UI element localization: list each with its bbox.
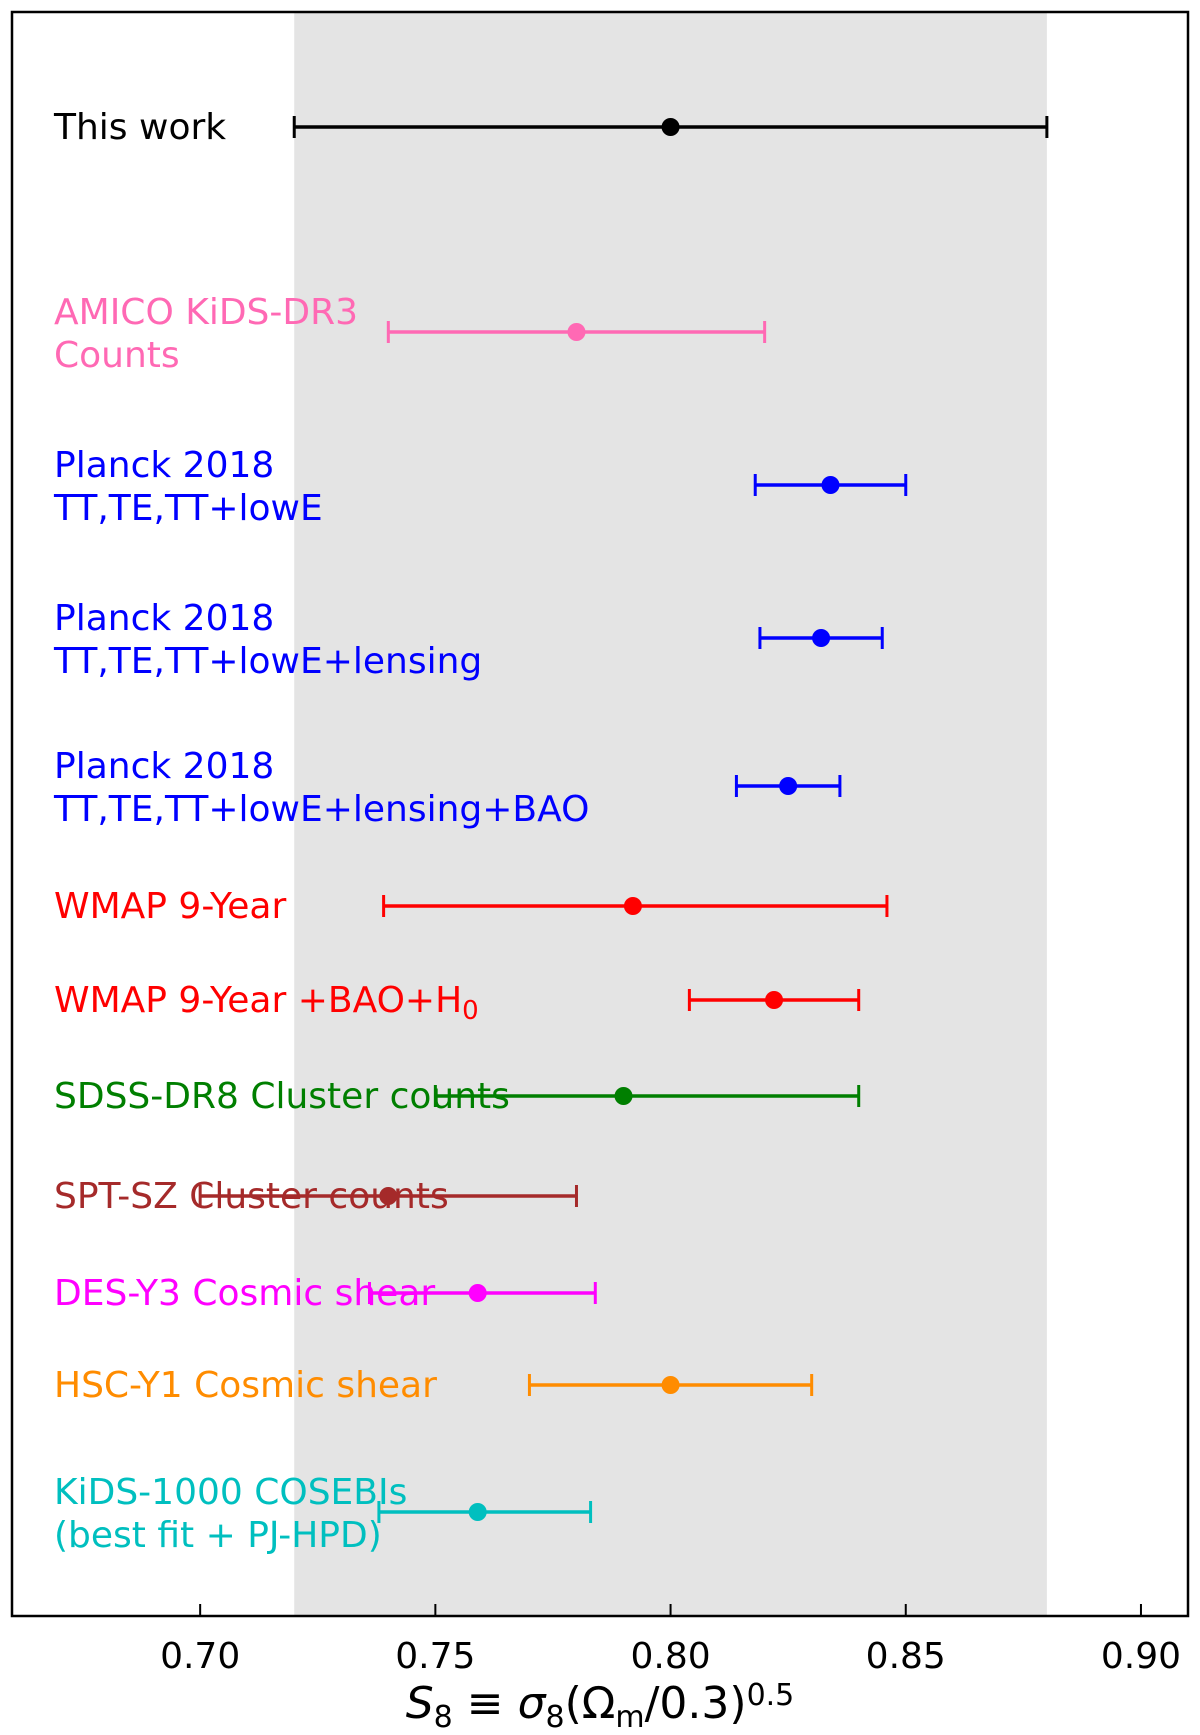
data-point [779, 777, 798, 795]
series-label-line: Planck 2018 [54, 746, 274, 787]
data-point [468, 1503, 487, 1521]
xlabel-sub: 8 [545, 1700, 564, 1735]
series-label-line: Planck 2018 [54, 598, 274, 639]
series-label-line: TT,TE,TT+lowE+lensing+BAO [53, 789, 589, 830]
x-tick-label: 0.85 [866, 1636, 946, 1677]
data-point [614, 1087, 633, 1105]
series-label-line: HSC-Y1 Cosmic shear [54, 1365, 437, 1406]
series-label-line: AMICO KiDS-DR3 [54, 292, 358, 333]
series-8: SPT-SZ Cluster counts [54, 1176, 578, 1217]
data-point [812, 629, 831, 647]
data-point [468, 1284, 487, 1302]
series-9: DES-Y3 Cosmic shear [54, 1273, 597, 1314]
series-label-line: WMAP 9-Year [54, 886, 286, 927]
series-label-line: (best fit + PJ-HPD) [54, 1515, 382, 1556]
x-tick-label: 0.80 [630, 1636, 710, 1677]
xlabel-sigma: ≡ σ [453, 1678, 547, 1729]
series-7: SDSS-DR8 Cluster counts [54, 1076, 861, 1117]
series-5: WMAP 9-Year [54, 886, 889, 927]
xlabel-sup: 0.5 [747, 1678, 795, 1713]
series-label-line: KiDS-1000 COSEBIs [54, 1472, 407, 1513]
x-tick-label: 0.75 [395, 1636, 475, 1677]
data-point [379, 1187, 398, 1205]
series-11: KiDS-1000 COSEBIs(best fit + PJ-HPD) [54, 1472, 593, 1556]
xlabel-omega: (Ω [565, 1678, 616, 1729]
data-point [661, 118, 680, 136]
series-label-line: Counts [54, 335, 180, 376]
axes-frame [10, 10, 1190, 1618]
series-label-line: Planck 2018 [54, 445, 274, 486]
x-tick-label: 0.70 [160, 1636, 240, 1677]
data-point [623, 897, 642, 915]
series-10: HSC-Y1 Cosmic shear [54, 1365, 814, 1406]
xlabel-s: S [406, 1678, 434, 1729]
data-point [821, 476, 840, 494]
shaded-band [294, 13, 1047, 1615]
series-label-line: SDSS-DR8 Cluster counts [54, 1076, 510, 1117]
series-label-line: TT,TE,TT+lowE [53, 488, 323, 529]
data-point [567, 323, 586, 341]
xlabel-sub: 8 [434, 1700, 453, 1735]
x-tick-label: 0.90 [1101, 1636, 1181, 1677]
data-point [661, 1376, 680, 1394]
series-0: This work [53, 107, 1049, 148]
series-label-line: WMAP 9-Year +BAO+H0 [54, 980, 479, 1026]
xlabel-rest: /0.3) [645, 1678, 747, 1729]
series-6: WMAP 9-Year +BAO+H0 [54, 980, 861, 1026]
series-label-line: This work [53, 107, 226, 148]
x-axis-label: S8 ≡ σ8(Ωm/0.3)0.5 [406, 1678, 795, 1735]
series-label-line: SPT-SZ Cluster counts [54, 1176, 449, 1217]
series-label-subscript: 0 [462, 996, 479, 1026]
data-point [765, 991, 784, 1009]
series-label-line: DES-Y3 Cosmic shear [54, 1273, 435, 1314]
xlabel-sub: m [615, 1700, 644, 1735]
series-label-line: TT,TE,TT+lowE+lensing [53, 641, 482, 682]
